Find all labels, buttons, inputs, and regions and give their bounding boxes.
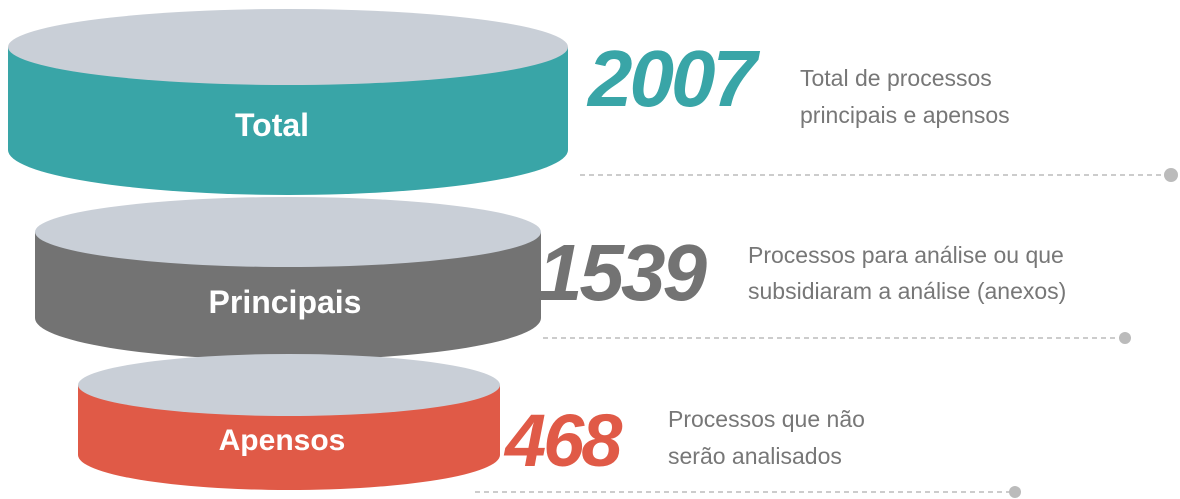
- tier-label: Principais: [209, 284, 362, 320]
- disc-body: [35, 232, 541, 360]
- tier-description: Processos para análise ou que: [748, 242, 1064, 268]
- tier-apensos: Apensos 468 Processos que não serão anal…: [78, 354, 1021, 498]
- tier-label: Total: [235, 107, 309, 143]
- tier-description: Processos que não: [668, 406, 865, 432]
- disc-body: [8, 47, 568, 195]
- divider-dot: [1164, 168, 1178, 182]
- tier-total: Total 2007 Total de processos principais…: [8, 9, 1178, 195]
- tier-number: 468: [503, 399, 623, 482]
- tier-number: 2007: [586, 34, 760, 123]
- tier-description: Total de processos: [800, 65, 992, 91]
- tier-number: 1539: [538, 228, 707, 317]
- disc-top: [8, 9, 568, 85]
- tier-label: Apensos: [219, 424, 346, 457]
- disc-top: [78, 354, 500, 416]
- divider-dot: [1009, 486, 1021, 498]
- tier-description: serão analisados: [668, 443, 842, 469]
- tier-description: subsidiaram a análise (anexos): [748, 278, 1066, 304]
- divider-dot: [1119, 332, 1131, 344]
- tier-principais: Principais 1539 Processos para análise o…: [35, 197, 1131, 360]
- disc-top: [35, 197, 541, 267]
- tier-description: principais e apensos: [800, 102, 1010, 128]
